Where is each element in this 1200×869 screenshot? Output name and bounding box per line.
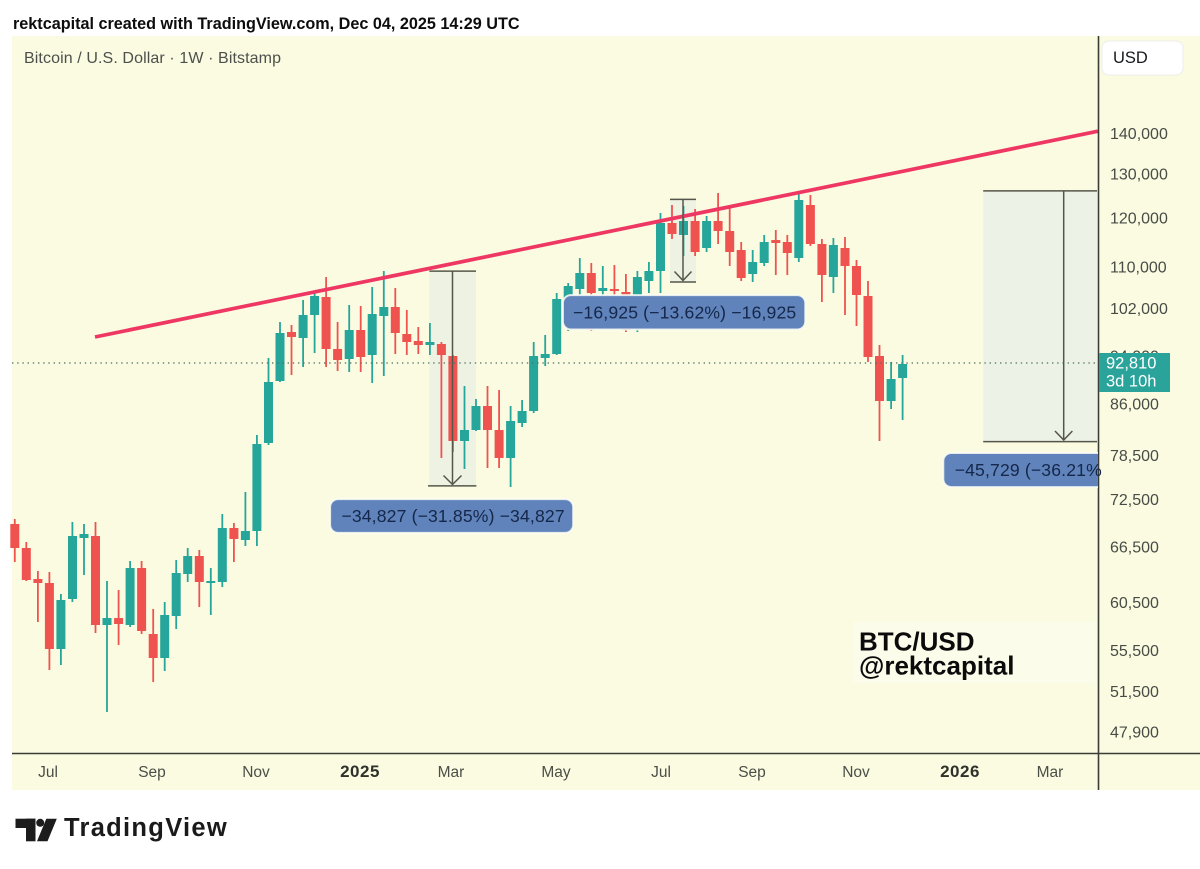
svg-text:92,810: 92,810 bbox=[1106, 355, 1156, 373]
svg-text:47,900: 47,900 bbox=[1110, 725, 1159, 742]
svg-text:102,000: 102,000 bbox=[1110, 301, 1168, 318]
svg-text:Mar: Mar bbox=[438, 764, 465, 781]
svg-text:−34,827 (−31.85%) −34,827: −34,827 (−31.85%) −34,827 bbox=[341, 506, 564, 526]
svg-text:2025: 2025 bbox=[340, 762, 380, 781]
svg-text:Jul: Jul bbox=[651, 764, 671, 781]
svg-text:Sep: Sep bbox=[138, 764, 166, 781]
svg-text:May: May bbox=[541, 764, 571, 781]
svg-text:3d 10h: 3d 10h bbox=[1106, 373, 1156, 391]
svg-text:Bitcoin / U.S. Dollar · 1W · B: Bitcoin / U.S. Dollar · 1W · Bitstamp bbox=[24, 50, 281, 67]
svg-text:Sep: Sep bbox=[738, 764, 766, 781]
svg-text:Jul: Jul bbox=[38, 764, 58, 781]
svg-text:Nov: Nov bbox=[242, 764, 270, 781]
svg-text:120,000: 120,000 bbox=[1110, 210, 1168, 227]
svg-text:TradingView: TradingView bbox=[64, 814, 228, 842]
svg-text:Mar: Mar bbox=[1037, 764, 1064, 781]
svg-text:110,000: 110,000 bbox=[1110, 260, 1167, 277]
svg-text:−45,729 (−36.21%: −45,729 (−36.21% bbox=[955, 460, 1102, 480]
svg-text:@rektcapital: @rektcapital bbox=[859, 651, 1014, 681]
svg-text:78,500: 78,500 bbox=[1110, 448, 1159, 465]
svg-text:66,500: 66,500 bbox=[1110, 540, 1159, 557]
svg-text:72,500: 72,500 bbox=[1110, 492, 1159, 509]
svg-text:−16,925 (−13.62%) −16,925: −16,925 (−13.62%) −16,925 bbox=[573, 302, 796, 322]
svg-text:2026: 2026 bbox=[940, 762, 980, 781]
svg-text:86,000: 86,000 bbox=[1110, 397, 1159, 414]
svg-text:BTC/USD: BTC/USD bbox=[859, 627, 975, 657]
svg-text:60,500: 60,500 bbox=[1110, 595, 1159, 612]
svg-text:USD: USD bbox=[1113, 49, 1148, 67]
svg-text:rektcapital created with Tradi: rektcapital created with TradingView.com… bbox=[13, 15, 520, 33]
svg-text:140,000: 140,000 bbox=[1110, 126, 1168, 143]
svg-text:51,500: 51,500 bbox=[1110, 684, 1159, 701]
svg-text:55,500: 55,500 bbox=[1110, 643, 1159, 660]
svg-text:130,000: 130,000 bbox=[1110, 167, 1168, 184]
svg-text:Nov: Nov bbox=[842, 764, 870, 781]
